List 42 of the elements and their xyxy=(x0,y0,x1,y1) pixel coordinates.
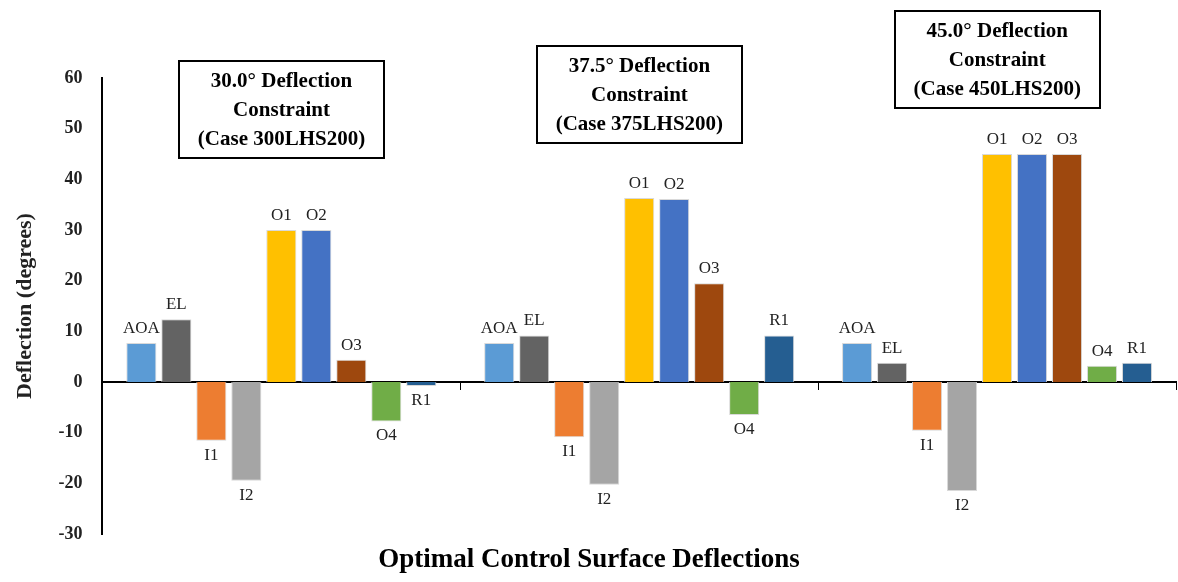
y-tick-label: 30 xyxy=(64,218,83,239)
series-label: O3 xyxy=(340,334,362,354)
text: O4 xyxy=(1091,340,1113,360)
text: O3 xyxy=(1056,128,1078,148)
x-axis-title: Optimal Control Surface Deflections xyxy=(377,543,801,574)
series-label: I1 xyxy=(562,441,577,461)
series-label: I2 xyxy=(239,484,254,504)
series-label: O2 xyxy=(305,204,327,224)
y-tick-label: 60 xyxy=(64,66,83,87)
y-tick-label: 20 xyxy=(64,269,83,290)
y-tick-label: -10 xyxy=(58,421,83,442)
text: O2 xyxy=(1021,128,1043,148)
series-label: O1 xyxy=(270,204,292,224)
text: O1 xyxy=(628,173,650,193)
annotation: 37.5° Deflection Constraint (Case 375LHS200) xyxy=(535,45,744,144)
y-tick-label: -30 xyxy=(58,522,83,543)
series-label: EL xyxy=(523,310,545,330)
text: EL xyxy=(165,294,187,314)
text: O1 xyxy=(986,128,1008,148)
y-tick-label: -20 xyxy=(58,471,83,492)
text: I2 xyxy=(597,488,612,508)
text: O4 xyxy=(375,425,397,445)
text: I1 xyxy=(204,444,219,464)
annotation: 45.0° Deflection Constraint (Case 450LHS200) xyxy=(893,10,1101,109)
text: R1 xyxy=(769,310,790,330)
text: AOA xyxy=(480,317,518,337)
y-tick-label: 10 xyxy=(64,319,83,340)
text: O2 xyxy=(663,174,685,194)
y-axis-title: Deflection (degrees) xyxy=(10,213,36,399)
text: O3 xyxy=(698,258,720,278)
y-tick-label: 0 xyxy=(73,370,83,391)
y-tick-label: 40 xyxy=(64,167,83,188)
series-label: O4 xyxy=(733,418,756,438)
annotation: 30.0° Deflection Constraint (Case 300LHS200) xyxy=(177,60,386,159)
series-label: AOA xyxy=(122,317,161,337)
y-tick-label: 50 xyxy=(64,117,83,138)
text: AOA xyxy=(838,317,876,337)
text: R1 xyxy=(1127,337,1147,357)
text: I1 xyxy=(920,434,935,454)
text: I2 xyxy=(954,494,970,514)
text: EL xyxy=(881,337,903,357)
series-label: R1 xyxy=(411,390,432,410)
